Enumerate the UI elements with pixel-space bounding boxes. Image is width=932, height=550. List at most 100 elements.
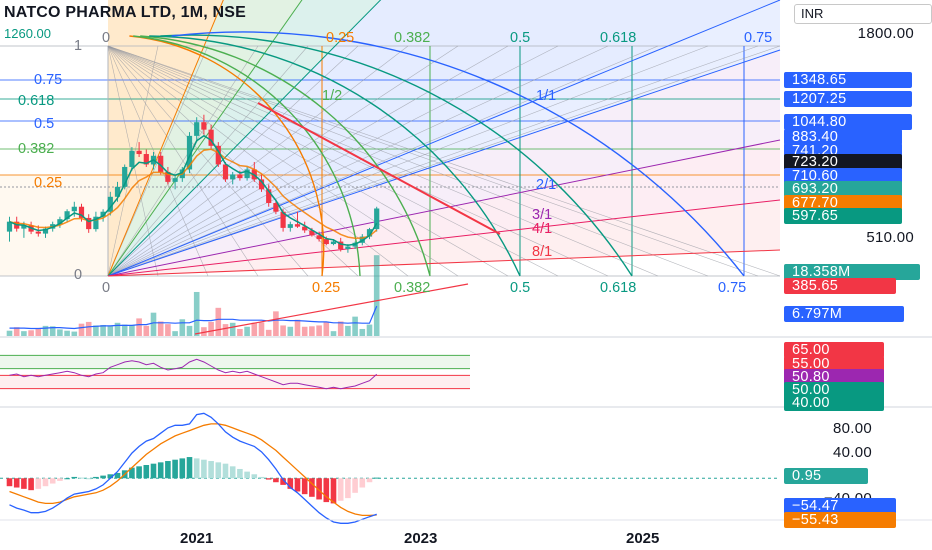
candle [222,161,229,182]
fan-ray-main [107,0,224,277]
macd-hist-bar [13,478,20,488]
volume-bar [373,255,380,336]
fan-ray-main [107,249,781,277]
rsi-tag-65: 65.00 [784,342,884,358]
volume-trend-line [194,283,469,335]
fan-ray-main [107,199,781,277]
currency-selector[interactable]: INR [794,4,932,24]
macd-hist-bar [244,471,250,479]
candle-body [172,178,178,182]
candle-body [78,206,85,218]
candle-body [280,211,286,228]
macd-hist-bar [323,478,330,503]
fan-ray [107,45,609,277]
volume-bar [186,325,193,336]
volume-bar [6,330,13,336]
fib-time-label-bottom-0382: 0.382 [394,280,431,296]
candle-body [230,174,236,180]
price-axis-510: 510.00 [866,229,914,246]
macd-hist-bar [222,463,229,479]
price-tag-597: 597.65 [784,208,902,224]
candle-body [338,241,344,250]
volume-bar [150,312,157,336]
candle-body [35,231,41,234]
fan-ray-main [107,0,382,277]
fib-time-label-025: 0.25 [326,30,355,46]
volume-bar [273,311,279,336]
macd-hist-bar [193,458,200,479]
price-moving-average [9,134,378,246]
candle [287,221,293,232]
macd-hist-bar [330,478,337,504]
macd-hist-bar [150,463,157,479]
macd-hist-bar [337,478,344,501]
price-candles [6,114,380,253]
time-axis-2023: 2023 [404,530,438,547]
candle [71,201,77,217]
volume-bar [136,318,142,336]
fan-ray [107,45,659,277]
price-tag-883: 883.40 [784,129,902,145]
macd-hist-bar [49,478,56,484]
macd-hist-bar [251,474,258,479]
fib-level-1: 1 [74,38,83,54]
volume-ma-line [9,305,378,330]
fan-ray [107,45,781,277]
candle-body [114,186,121,197]
macd-hist-bar [78,477,85,479]
volume-bar [352,316,358,336]
symbol-title[interactable]: NATCO PHARMA LTD, 1M, NSE [4,4,247,21]
fan-ray-main [107,0,781,277]
candle-body [273,203,279,212]
macd-pane [0,412,780,524]
macd-hist-bar [21,478,27,489]
macd-hist-bar [129,467,135,479]
volume-bar [42,325,49,336]
candle-body [302,226,308,231]
price-tag-1044: 1044.80 [784,114,912,130]
volume-bar [165,324,171,336]
volume-bar [201,327,207,336]
candle-body [107,196,113,212]
candle-body [93,216,99,230]
macd-hist-bar [165,461,171,479]
macd-hist-bar [100,475,106,479]
fan-ray [107,45,559,277]
candle [359,234,365,246]
macd-hist-bar [352,478,358,493]
volume-bar [114,322,121,336]
fib-time-label-bottom-025: 0.25 [312,280,341,296]
volume-pane [6,255,469,336]
macd-hist-tag: 0.95 [784,468,868,484]
fib-level-025: 0.25 [34,175,63,191]
fan-label-1-1: 1/1 [536,88,557,104]
volume-bar [258,322,265,336]
volume-bar [366,324,373,336]
left-price-hint: 1260.00 [4,26,51,41]
candle-body [57,219,63,225]
candle [366,227,373,240]
time-axis-2025: 2025 [626,530,660,547]
candle [374,206,380,232]
volume-bar [323,322,330,336]
macd-hist-bar [71,476,78,479]
macd-hist-bar [93,476,99,479]
volume-bar [345,325,351,336]
fib-grid-lines [0,0,781,277]
volume-bar [21,331,27,336]
candle-body [316,235,322,240]
fib-arc [171,31,745,277]
fan-label-1-2: 1/2 [322,88,343,104]
macd-hist-bar [359,478,366,488]
rsi-tag-508: 50.80 [784,369,884,385]
macd-hist-bar [186,457,193,479]
fan-ray [107,45,409,277]
macd-signal-line [9,423,377,517]
candle [129,147,135,171]
macd-hist-bar [6,478,13,487]
volume-bar [359,328,366,336]
rsi-tag-55: 55.00 [784,356,884,372]
rsi-tag-50: 50.00 [784,382,884,398]
fib-level-0618: 0.618 [18,93,55,109]
